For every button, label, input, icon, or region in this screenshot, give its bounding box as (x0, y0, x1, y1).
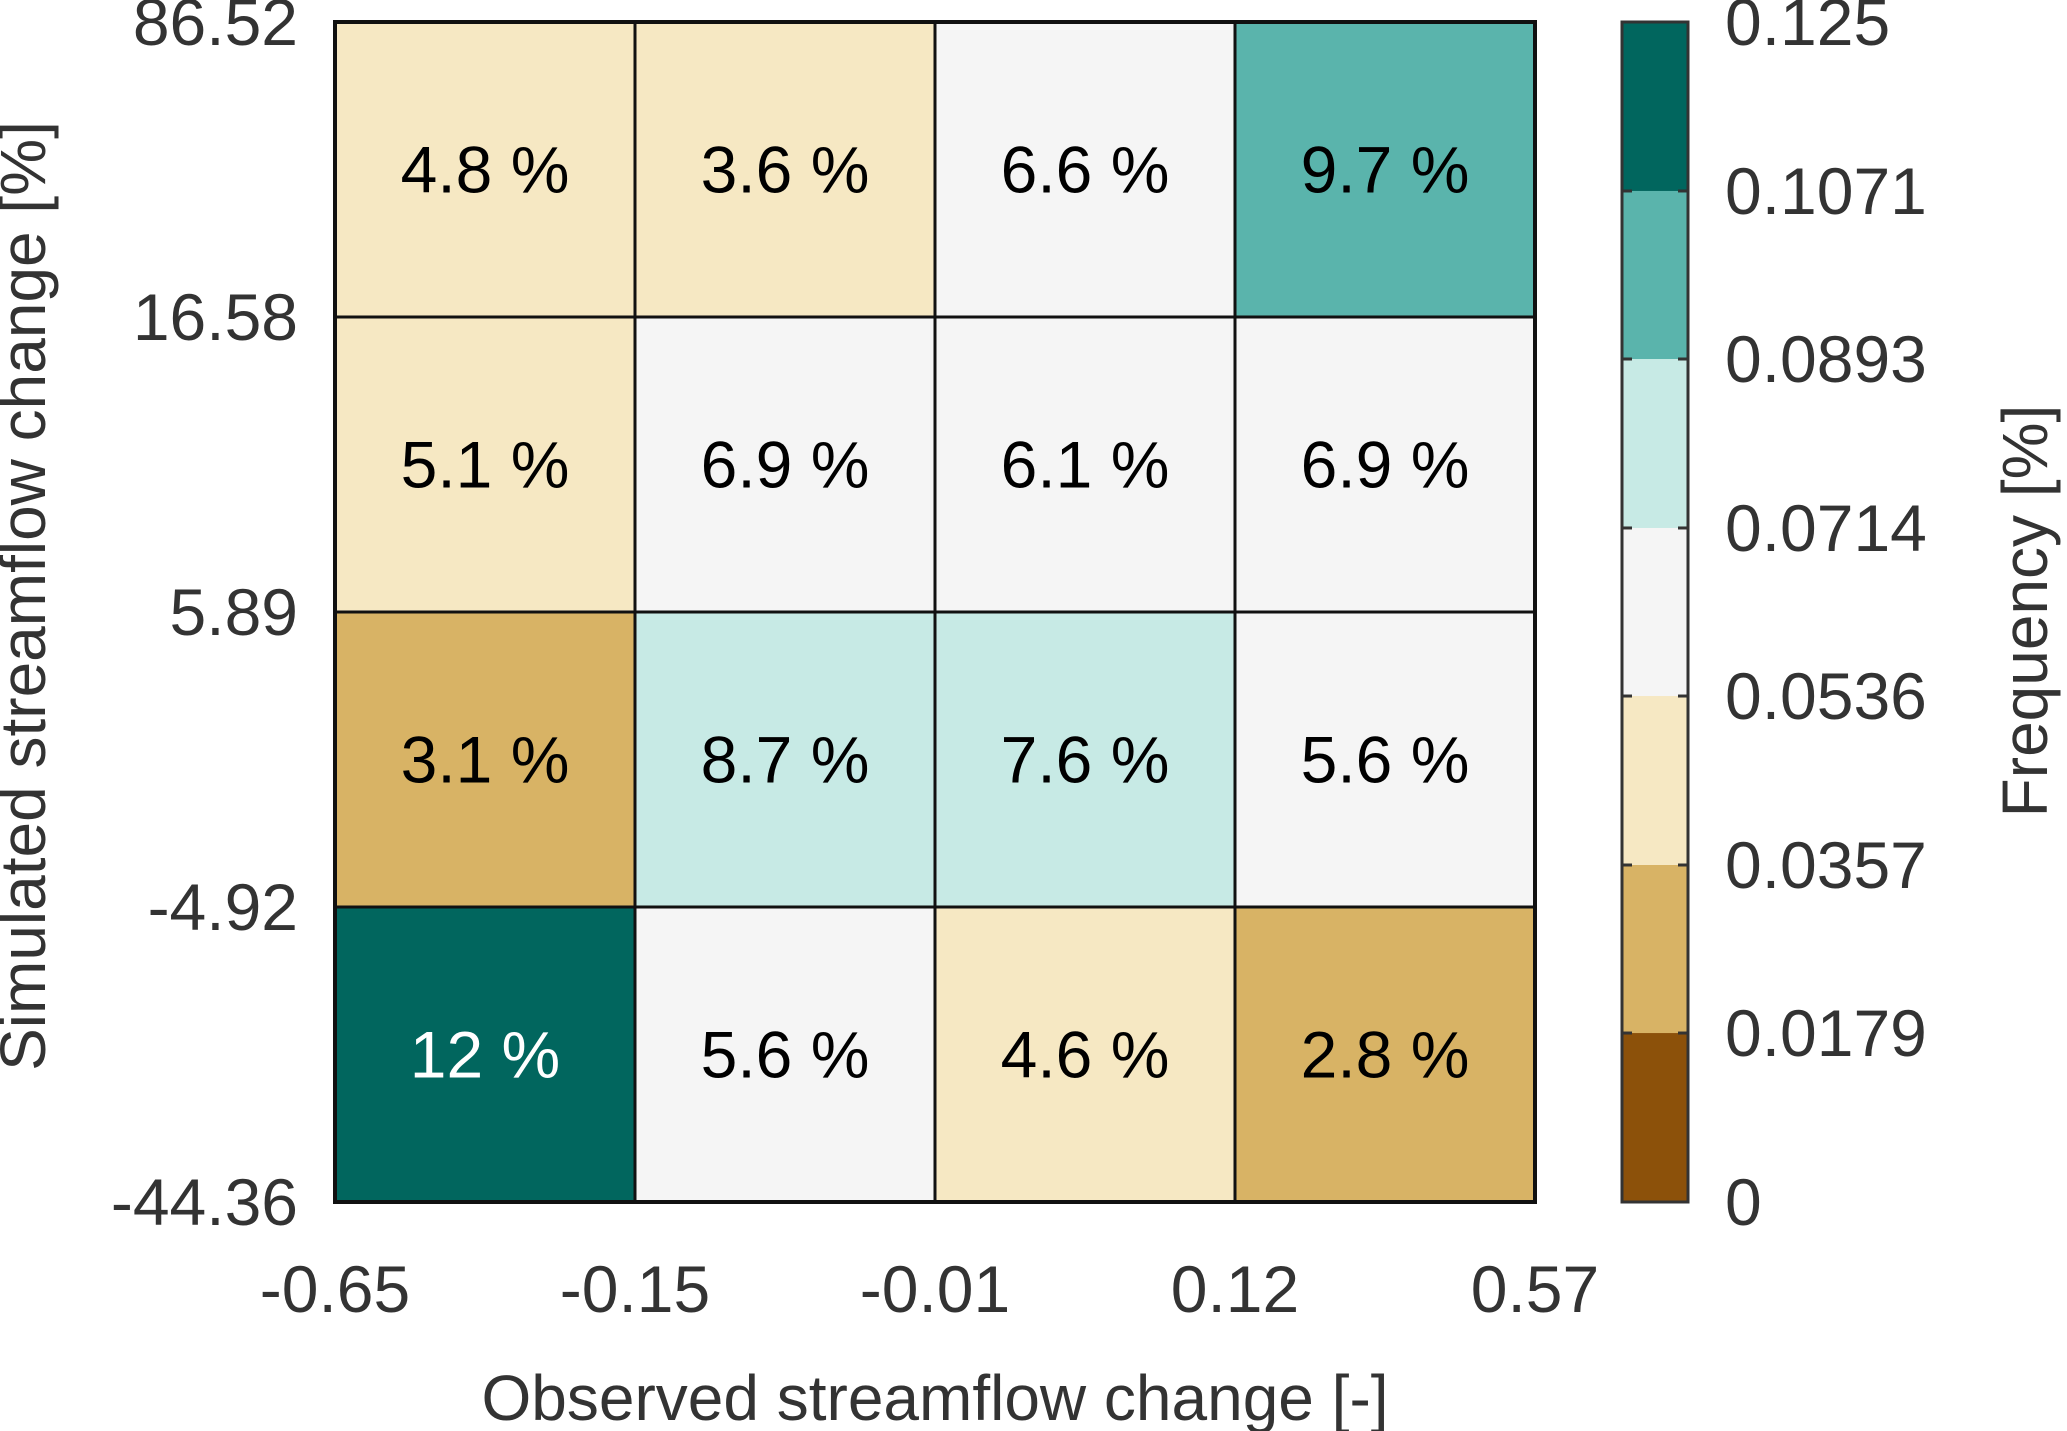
y-tick-label: -44.36 (111, 1165, 298, 1239)
colorbar-segment (1622, 864, 1688, 1034)
heatmap-cell (933, 610, 1237, 909)
colorbar-tick-label: 0.0714 (1725, 491, 1927, 565)
cell-value-label: 4.6 % (1001, 1018, 1170, 1092)
cell-value-label: 4.8 % (401, 133, 570, 207)
colorbar-segment (1622, 696, 1688, 865)
y-tick-label: 16.58 (133, 280, 298, 354)
colorbar-segment (1622, 190, 1688, 360)
cell-value-label: 2.8 % (1301, 1018, 1470, 1092)
cell-value-label: 3.1 % (401, 723, 570, 797)
x-tick-label: -0.01 (860, 1252, 1010, 1326)
y-axis-label: Simulated streamflow change [%] (0, 121, 59, 1071)
colorbar-tick-label: 0.0536 (1725, 659, 1927, 733)
colorbar-segment (1622, 527, 1688, 697)
heatmap-cell (633, 315, 937, 614)
colorbar-tick-label: 0.0179 (1725, 996, 1927, 1070)
y-tick-label: 5.89 (170, 575, 298, 649)
x-tick-label: -0.65 (260, 1252, 410, 1326)
x-tick-label: 0.57 (1471, 1252, 1599, 1326)
heatmap-cell (333, 20, 637, 319)
heatmap-cell (1233, 610, 1537, 909)
heatmap-cell (1233, 20, 1537, 319)
colorbar-tick-label: 0.0357 (1725, 828, 1927, 902)
colorbar-segment (1622, 359, 1688, 528)
cell-value-label: 6.6 % (1001, 133, 1170, 207)
cell-value-label: 5.6 % (701, 1018, 870, 1092)
heatmap-cell (633, 905, 937, 1204)
colorbar-segment (1622, 22, 1688, 191)
cell-value-label: 7.6 % (1001, 723, 1170, 797)
x-axis-label: Observed streamflow change [-] (481, 1362, 1388, 1431)
colorbar-segment (1622, 1033, 1688, 1202)
x-tick-label: 0.12 (1171, 1252, 1299, 1326)
colorbar-tick-label: 0.0893 (1725, 322, 1927, 396)
cell-value-label: 6.1 % (1001, 428, 1170, 502)
heatmap-cell (333, 905, 637, 1204)
colorbar-tick-label: 0.1071 (1725, 154, 1927, 228)
colorbar-frame (1620, 20, 1690, 1204)
heatmap-cell (933, 20, 1237, 319)
cell-value-label: 3.6 % (701, 133, 870, 207)
colorbar-tick-label: 0 (1725, 1165, 1762, 1239)
cell-value-label: 5.1 % (401, 428, 570, 502)
cell-value-label: 9.7 % (1301, 133, 1470, 207)
heatmap-cell (333, 610, 637, 909)
cell-value-label: 8.7 % (701, 723, 870, 797)
heatmap-cell (633, 610, 937, 909)
x-tick-label: -0.15 (560, 1252, 710, 1326)
y-tick-label: 86.52 (133, 0, 298, 59)
cell-value-label: 6.9 % (701, 428, 870, 502)
cell-value-label: 12 % (410, 1018, 560, 1092)
colorbar-tick-label: 0.125 (1725, 0, 1890, 59)
heatmap-cell (1233, 315, 1537, 614)
heatmap-cell (1233, 905, 1537, 1204)
colorbar-label: Frequency [%] (1989, 405, 2061, 818)
y-tick-label: -4.92 (148, 870, 298, 944)
plot-frame (333, 20, 1537, 1204)
cell-value-label: 5.6 % (1301, 723, 1470, 797)
cell-value-label: 6.9 % (1301, 428, 1470, 502)
